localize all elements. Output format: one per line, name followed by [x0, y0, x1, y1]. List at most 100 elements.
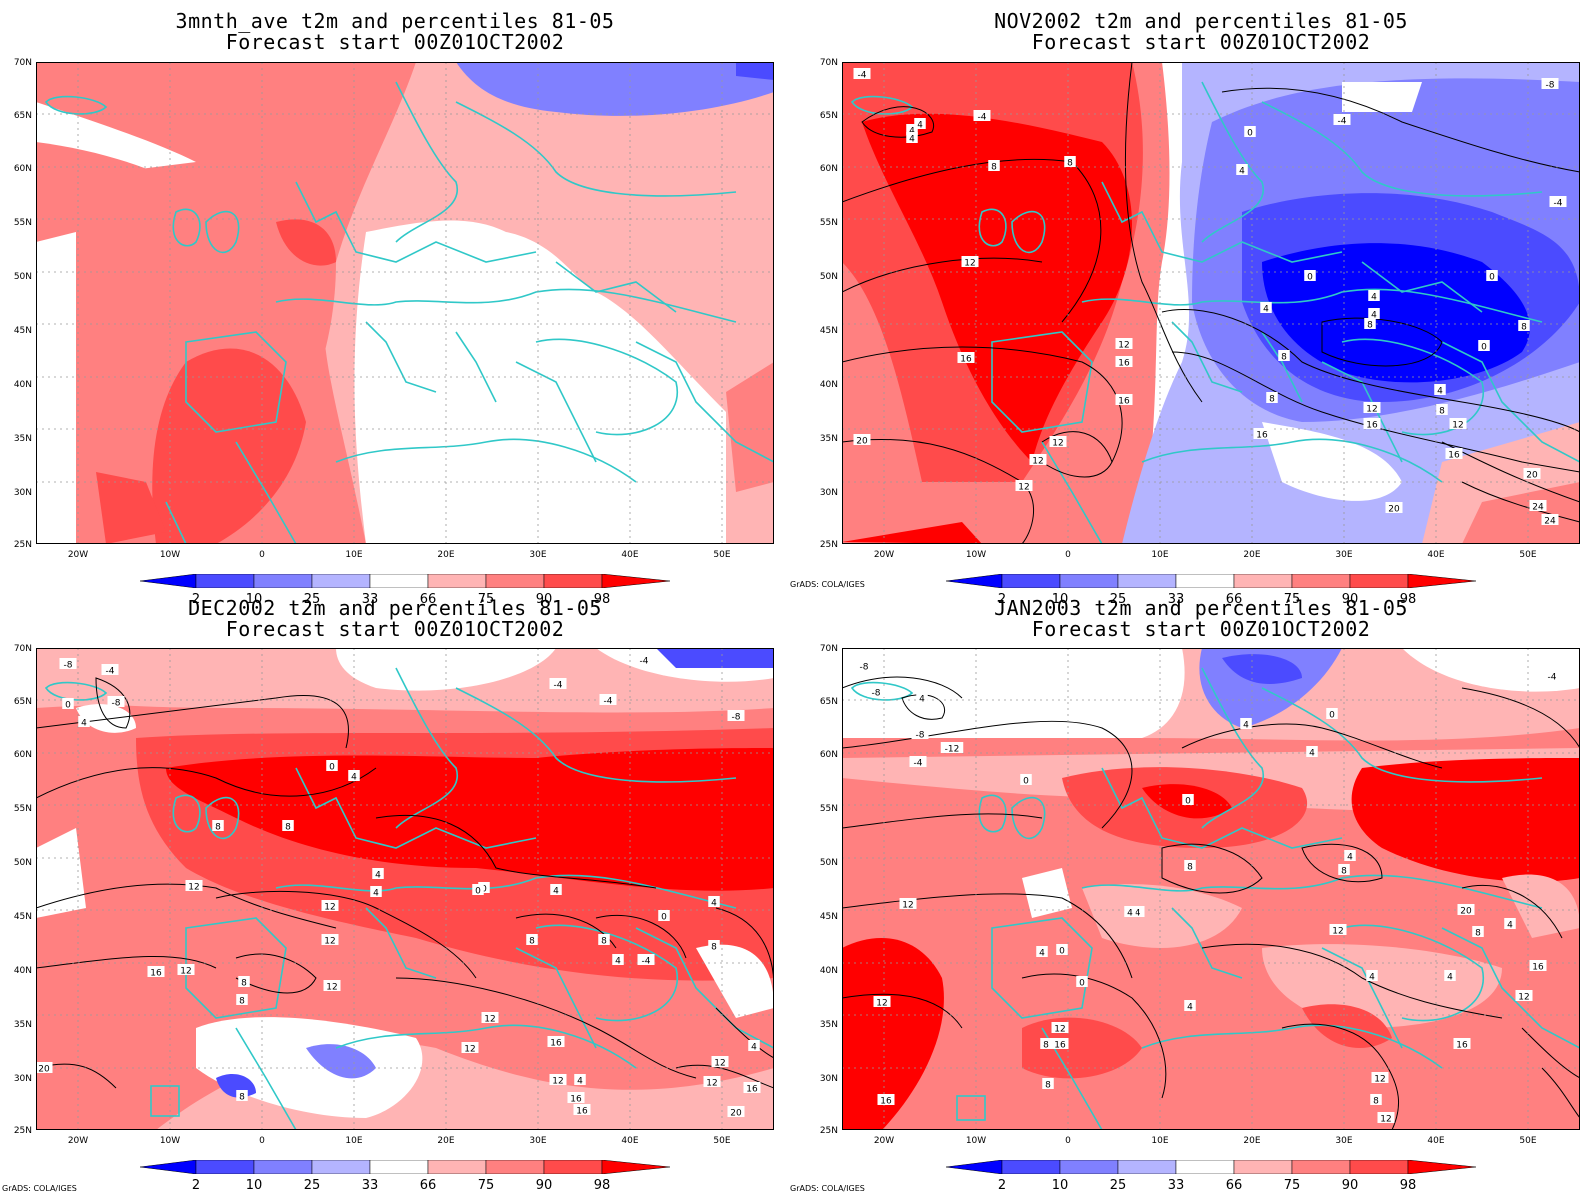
- contour-label: 12: [321, 934, 339, 947]
- svg-text:16: 16: [1118, 359, 1130, 369]
- lon-label: 20E: [437, 1136, 455, 1146]
- map-area: -4 4 -4 4 4 8 8 0 4 -4 -8 -4 12 0 4 4 0 4 8 8 16 8 12 16 0 16 8 12 4…: [841, 61, 1581, 545]
- lat-label: 35N: [819, 1020, 838, 1030]
- contour-label: 4: [906, 132, 918, 145]
- grads-credit: GrADS: COLA/IGES: [790, 1184, 865, 1193]
- lon-label: 30E: [529, 550, 547, 560]
- contour-label: 4: [1368, 308, 1380, 321]
- lon-label: 30E: [1335, 1136, 1353, 1146]
- lat-label: 50N: [819, 272, 838, 282]
- svg-text:4: 4: [1309, 749, 1315, 759]
- contour-label: 4: [348, 770, 360, 783]
- svg-text:0: 0: [1079, 979, 1085, 989]
- lat-label: 55N: [13, 218, 32, 228]
- contour-label: 0: [1182, 794, 1194, 807]
- grads-credit: GrADS: COLA/IGES: [790, 580, 865, 589]
- contour-label: 8: [1042, 1078, 1054, 1091]
- svg-text:12: 12: [1052, 439, 1063, 449]
- colorbar-label: 90: [1341, 592, 1359, 607]
- svg-text:16: 16: [550, 1039, 562, 1049]
- svg-text:-4: -4: [554, 681, 563, 691]
- colorbar-label: 25: [1109, 1178, 1127, 1193]
- svg-text:16: 16: [1456, 1041, 1468, 1051]
- svg-text:4: 4: [1371, 311, 1377, 321]
- colorbar-label: 10: [1051, 592, 1069, 607]
- contour-label: -4: [973, 110, 991, 123]
- contour-label: -4: [1549, 196, 1567, 209]
- colorbar-label: 90: [535, 592, 553, 607]
- lat-label: 50N: [13, 858, 32, 868]
- colorbar-label: 98: [1399, 592, 1417, 607]
- lat-label: 65N: [819, 111, 838, 121]
- contour-label: 4: [370, 886, 382, 899]
- svg-text:-8: -8: [1546, 81, 1555, 91]
- contour-label: 20: [853, 434, 871, 447]
- contour-label: 8: [1370, 1094, 1382, 1107]
- svg-text:-12: -12: [945, 745, 960, 755]
- lon-label: 40E: [1427, 550, 1445, 560]
- svg-text:8: 8: [1367, 321, 1373, 331]
- contour-label: -12: [940, 742, 964, 755]
- contour-label: 12: [873, 996, 891, 1009]
- svg-text:4: 4: [1039, 949, 1045, 959]
- svg-text:8: 8: [529, 937, 535, 947]
- svg-text:16: 16: [150, 969, 162, 979]
- lat-label: 60N: [13, 750, 32, 760]
- panel-title-line1: NOV2002 t2m and percentiles 81-05: [994, 9, 1408, 33]
- contour-label: 8: [598, 934, 610, 947]
- lon-label: 40E: [1427, 1136, 1445, 1146]
- panel-title-line2: Forecast start 00Z01OCT2002: [225, 617, 565, 641]
- svg-text:20: 20: [1526, 471, 1538, 481]
- contour-label: 8: [1040, 1038, 1052, 1051]
- lat-label: 25N: [819, 540, 838, 550]
- svg-text:0: 0: [475, 887, 481, 897]
- lat-label: 40N: [819, 966, 838, 976]
- contour-label: 16: [1051, 1038, 1069, 1051]
- contour-label: 4: [1344, 850, 1356, 863]
- contour-label: 12: [1015, 480, 1033, 493]
- colorbar-label: 25: [303, 592, 321, 607]
- svg-text:16: 16: [570, 1095, 582, 1105]
- contour-label: -8: [855, 660, 873, 673]
- svg-text:0: 0: [1185, 797, 1191, 807]
- svg-text:20: 20: [730, 1109, 742, 1119]
- lat-label: 45N: [13, 326, 32, 336]
- contour-label: 0: [478, 882, 490, 895]
- svg-text:4: 4: [1239, 167, 1245, 177]
- lon-label: 50E: [713, 1136, 731, 1146]
- svg-text:16: 16: [1532, 963, 1544, 973]
- colorbar: [946, 574, 1476, 588]
- colorbar-label: 25: [1109, 592, 1127, 607]
- contour-label: 12: [1363, 402, 1381, 415]
- svg-text:-8: -8: [64, 661, 73, 671]
- colorbar-label: 75: [1283, 592, 1301, 607]
- colorbar-label: 98: [593, 592, 611, 607]
- lon-label: 20W: [873, 550, 895, 560]
- colorbar-label: 66: [419, 1178, 437, 1193]
- svg-text:8: 8: [1067, 159, 1073, 169]
- svg-text:4: 4: [1507, 921, 1513, 931]
- svg-text:4: 4: [1187, 1003, 1193, 1013]
- contour-label: 20: [1385, 502, 1403, 515]
- contour-label: 8: [236, 1090, 248, 1103]
- contour-label: 12: [1371, 1072, 1389, 1085]
- contour-label: -8: [107, 696, 125, 709]
- svg-text:12: 12: [1118, 341, 1129, 351]
- svg-text:12: 12: [1332, 927, 1343, 937]
- svg-text:12: 12: [964, 259, 975, 269]
- svg-text:12: 12: [706, 1079, 717, 1089]
- contour-label: 8: [282, 820, 294, 833]
- lat-label: 45N: [819, 912, 838, 922]
- contour-label: 4: [708, 896, 720, 909]
- lat-label: 65N: [13, 697, 32, 707]
- svg-text:-8: -8: [872, 689, 881, 699]
- contour-label: 24: [1541, 514, 1559, 527]
- svg-text:4: 4: [1127, 909, 1133, 919]
- contour-label: 0: [1076, 976, 1088, 989]
- contour-label: 16: [1529, 960, 1547, 973]
- colorbar: [140, 1160, 670, 1174]
- contour-label: 4: [1366, 970, 1378, 983]
- colorbar-label: 66: [1225, 592, 1243, 607]
- svg-text:4: 4: [711, 899, 717, 909]
- contour-label: 0: [1244, 126, 1256, 139]
